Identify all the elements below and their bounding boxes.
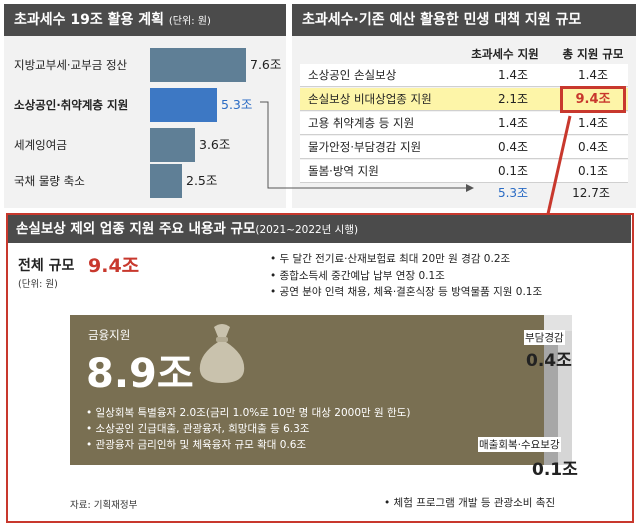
row-excess: 0.4조 xyxy=(497,140,529,154)
highlight-box xyxy=(560,86,626,113)
row-total: 9.4조 xyxy=(575,92,611,107)
bar-value: 2.5조 xyxy=(186,173,218,188)
right-panel-title: 초과세수·기존 예산 활용한 민생 대책 지원 규모 xyxy=(292,4,636,36)
bar-surplus xyxy=(150,128,195,162)
row-name: 물가안정·부담경감 지원 xyxy=(308,140,422,154)
bar-bond xyxy=(150,164,182,198)
demand-value: 0.1조 xyxy=(532,460,578,480)
bottom-period: (2021~2022년 시행) xyxy=(255,224,359,236)
row-total: 1.4조 xyxy=(577,68,609,82)
row-total: 1.4조 xyxy=(577,116,609,130)
total-unit: (단위: 원) xyxy=(18,279,58,290)
note-item: • 두 달간 전기료·산재보험료 최대 20만 원 경감 0.2조 xyxy=(270,253,511,265)
table-row: 소상공인 손실보상 1.4조 1.4조 xyxy=(300,64,628,87)
finance-value: 8.9조 xyxy=(86,351,194,397)
finance-block: 금융지원 8.9조 • 일상회복 특별융자 2.0조(금리 1.0%로 10만 … xyxy=(70,315,544,465)
bottom-panel: 손실보상 제외 업종 지원 주요 내용과 규모(2021~2022년 시행) 전… xyxy=(6,213,634,523)
notes-list: • 두 달간 전기료·산재보험료 최대 20만 원 경감 0.2조 • 종합소득… xyxy=(270,251,542,301)
bar-local-grant xyxy=(150,48,246,82)
table-row: 물가안정·부담경감 지원 0.4조 0.4조 xyxy=(300,136,628,159)
row-name: 소상공인 손실보상 xyxy=(308,68,397,82)
bar-label: 지방교부세·교부금 정산 xyxy=(14,58,128,72)
row-name: 손실보상 비대상업종 지원 xyxy=(308,92,432,106)
column-cap xyxy=(544,315,572,331)
col-header-total: 총 지원 규모 xyxy=(562,47,624,61)
burden-label: 부담경감 xyxy=(524,330,565,345)
row-excess: 1.4조 xyxy=(497,116,529,130)
bar-row-small-business: 소상공인·취약계층 지원 5.3조 xyxy=(4,88,286,122)
tourism-note: • 체험 프로그램 개발 등 관광소비 촉진 xyxy=(384,497,556,509)
left-unit: (단위: 원) xyxy=(168,16,211,27)
bar-row-local-grant: 지방교부세·교부금 정산 7.6조 xyxy=(4,48,286,82)
burden-column xyxy=(544,315,558,465)
burden-value: 0.4조 xyxy=(526,351,572,371)
table-row: 돌봄·방역 지원 0.1조 0.1조 xyxy=(300,160,628,183)
bar-small-business xyxy=(150,88,217,122)
row-name: 고용 취약계층 등 지원 xyxy=(308,116,415,130)
table-row: 고용 취약계층 등 지원 1.4조 1.4조 xyxy=(300,112,628,135)
bar-label: 소상공인·취약계층 지원 xyxy=(14,98,129,112)
finance-bullets: • 일상회복 특별융자 2.0조(금리 1.0%로 10만 명 대상 2000만… xyxy=(86,405,410,453)
note-item: • 종합소득세 중간예납 납부 연장 0.1조 xyxy=(270,269,445,282)
right-panel: 초과세수 지원 총 지원 규모 소상공인 손실보상 1.4조 1.4조 손실보상… xyxy=(292,36,636,208)
row-excess: 0.1조 xyxy=(497,164,529,178)
bar-row-surplus: 세계잉여금 3.6조 xyxy=(4,128,286,162)
bottom-panel-title: 손실보상 제외 업종 지원 주요 내용과 규모(2021~2022년 시행) xyxy=(8,215,631,243)
total-label: 전체 규모 xyxy=(18,258,75,274)
bar-value: 5.3조 xyxy=(221,97,253,112)
demand-column xyxy=(558,315,572,465)
row-total: 0.4조 xyxy=(577,140,609,154)
total-value: 9.4조 xyxy=(88,255,140,277)
sum-total: 12.7조 xyxy=(572,186,610,200)
bottom-title-text: 손실보상 제외 업종 지원 주요 내용과 규모 xyxy=(16,221,256,237)
note-item: • 공연 분야 인력 채용, 체육·결혼식장 등 방역물품 지원 0.1조 xyxy=(270,286,543,298)
bar-label: 세계잉여금 xyxy=(14,138,67,152)
row-excess: 1.4조 xyxy=(497,68,529,82)
finance-bullet: • 일상회복 특별융자 2.0조(금리 1.0%로 10만 명 대상 2000만… xyxy=(86,407,411,419)
sum-excess: 5.3조 xyxy=(497,186,529,200)
bar-value: 3.6조 xyxy=(199,137,231,152)
row-total: 0.1조 xyxy=(577,164,609,178)
finance-bullet: • 소상공인 긴급대출, 관광융자, 희망대출 등 6.3조 xyxy=(86,423,310,435)
bar-row-bond: 국채 물량 축소 2.5조 xyxy=(4,164,286,198)
finance-bullet: • 관광융자 금리인하 및 체육융자 규모 확대 0.6조 xyxy=(86,439,307,451)
bar-value: 7.6조 xyxy=(250,57,282,72)
left-panel: 지방교부세·교부금 정산 7.6조 소상공인·취약계층 지원 5.3조 세계잉여… xyxy=(4,36,286,208)
row-excess: 2.1조 xyxy=(497,92,529,106)
left-panel-title: 초과세수 19조 활용 계획 (단위: 원) xyxy=(4,4,286,36)
left-title-text: 초과세수 19조 활용 계획 xyxy=(14,12,165,28)
money-bag-icon xyxy=(199,324,245,383)
source-note: 자료: 기획재정부 xyxy=(70,500,138,511)
demand-label: 매출회복·수요보강 xyxy=(478,437,561,452)
finance-label: 금융지원 xyxy=(88,328,131,342)
bar-label: 국채 물량 축소 xyxy=(14,174,85,188)
col-header-excess: 초과세수 지원 xyxy=(471,47,539,61)
row-name: 돌봄·방역 지원 xyxy=(308,164,379,178)
